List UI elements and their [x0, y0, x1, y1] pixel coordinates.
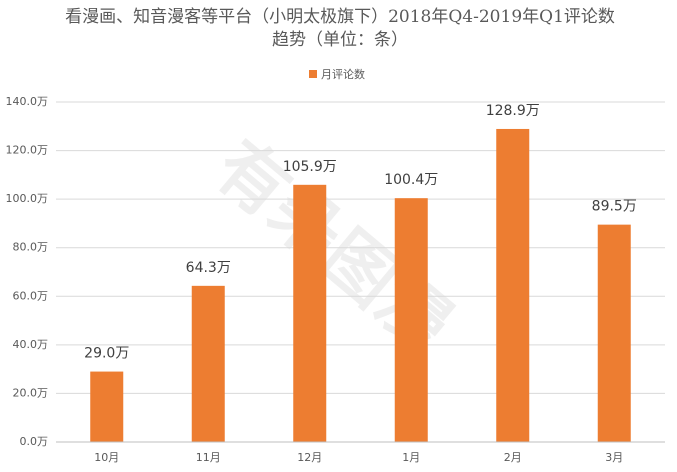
y-tick-label: 100.0万 — [6, 192, 49, 205]
y-tick-label: 140.0万 — [6, 95, 49, 108]
y-tick-label: 60.0万 — [13, 289, 49, 302]
y-tick-label: 0.0万 — [20, 435, 49, 448]
chart-title: 看漫画、知音漫客等平台（小明太极旗下）2018年Q4-2019年Q1评论数趋势（… — [65, 7, 615, 50]
legend-swatch — [309, 70, 317, 78]
bar — [597, 224, 631, 442]
data-label: 128.9万 — [486, 103, 540, 119]
bar — [90, 371, 124, 442]
data-label: 100.4万 — [384, 172, 438, 188]
legend-label: 月评论数 — [321, 67, 365, 81]
data-label: 89.5万 — [592, 199, 637, 215]
y-tick-label: 80.0万 — [13, 241, 49, 254]
bar — [496, 128, 530, 442]
x-tick-label: 2月 — [504, 451, 522, 464]
data-label: 105.9万 — [283, 159, 337, 175]
bar — [394, 198, 428, 442]
y-tick-label: 40.0万 — [13, 338, 49, 351]
y-tick-label: 20.0万 — [13, 386, 49, 399]
x-tick-label: 1月 — [402, 451, 420, 464]
bar — [293, 184, 327, 443]
x-tick-label: 12月 — [297, 451, 322, 464]
bar — [191, 285, 225, 442]
x-tick-label: 3月 — [605, 451, 623, 464]
data-label: 64.3万 — [186, 260, 231, 276]
y-tick-label: 120.0万 — [6, 144, 49, 157]
x-tick-label: 10月 — [94, 451, 119, 464]
x-tick-label: 11月 — [196, 451, 221, 464]
data-label: 29.0万 — [84, 346, 129, 362]
